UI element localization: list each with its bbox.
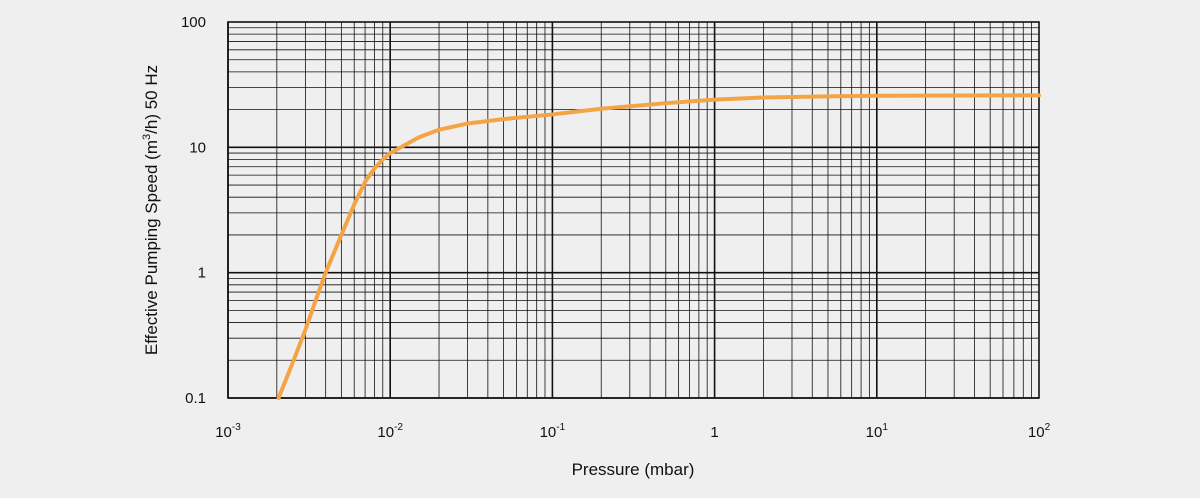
series-layer [276, 93, 1041, 400]
x-tick-label: 101 [866, 422, 889, 441]
y-axis-title: Effective Pumping Speed (m3/h) 50 Hz [141, 65, 161, 355]
y-tick-label: 1 [198, 265, 206, 282]
x-tick-label: 10-3 [215, 422, 241, 441]
y-tick-label: 0.1 [185, 390, 206, 407]
x-tick-label: 1 [710, 424, 718, 441]
y-axis-title-suffix: /h) 50 Hz [142, 65, 161, 134]
x-axis-title: Pressure (mbar) [572, 460, 695, 479]
x-tick-label: 10-1 [540, 422, 566, 441]
minor-grid [228, 22, 1039, 398]
x-tick-labels: 10-3 10-2 10-1 1 101 102 [215, 422, 1050, 441]
y-tick-labels: 0.1 1 10 100 [181, 14, 206, 407]
x-tick-label: 102 [1028, 422, 1051, 441]
plot-frame [227, 21, 1040, 399]
y-axis-title-superscript: 3 [141, 134, 153, 140]
y-tick-label: 10 [189, 139, 206, 156]
y-tick-label: 100 [181, 14, 206, 31]
major-grid [227, 22, 1039, 399]
x-tick-label: 10-2 [377, 422, 403, 441]
y-axis-title-prefix: Effective Pumping Speed (m [142, 140, 161, 355]
series-line-pumping-speed [276, 93, 1041, 400]
